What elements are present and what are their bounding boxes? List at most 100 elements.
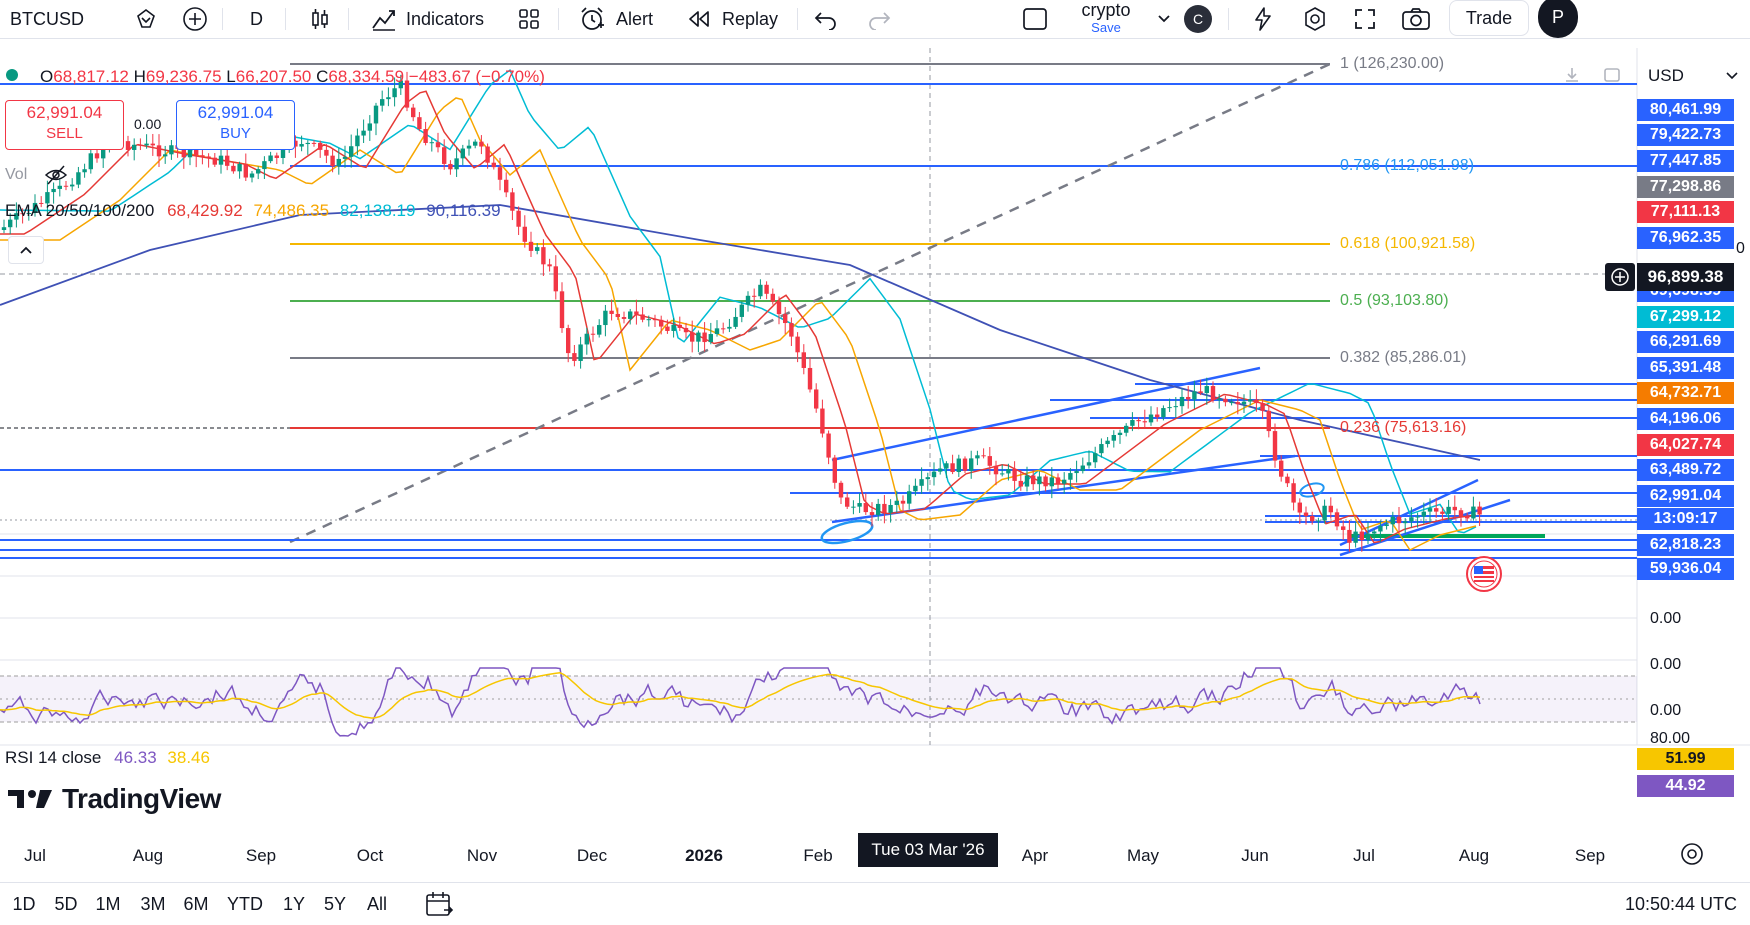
settings-gear-icon[interactable] xyxy=(1302,0,1328,38)
axis-overflow-digit: 0 xyxy=(1736,240,1745,257)
time-axis-label: Jul xyxy=(24,846,46,865)
buy-button[interactable]: 62,991.04 BUY xyxy=(176,100,295,150)
indicators-label: Indicators xyxy=(406,8,485,29)
alert-label: Alert xyxy=(616,8,654,29)
tradingview-logo: TradingView xyxy=(8,783,221,815)
add-symbol-icon[interactable] xyxy=(182,0,208,38)
rsi-axis-top: 80.00 xyxy=(1650,730,1691,747)
date-range-calendar-icon[interactable] xyxy=(424,890,454,923)
layout-checkbox-icon[interactable] xyxy=(1022,0,1048,38)
price-tag: 65,391.48 xyxy=(1637,357,1734,379)
timeframe-button[interactable]: All xyxy=(366,894,388,914)
time-axis-label: Aug xyxy=(1458,846,1490,865)
currency-select[interactable]: USD xyxy=(1640,60,1746,92)
spread-value: 0.00 xyxy=(134,116,162,132)
time-axis-label: Jun xyxy=(1241,846,1269,865)
currency-label: USD xyxy=(1648,66,1684,85)
undo-icon[interactable] xyxy=(813,0,839,38)
timeframe-button[interactable]: 1Y xyxy=(282,894,306,914)
trend-channel[interactable] xyxy=(820,366,1511,557)
rsi-ma-line xyxy=(0,672,1481,719)
time-axis-label: Oct xyxy=(356,846,384,865)
timeframe-button[interactable]: 3M xyxy=(140,894,166,914)
profile-letter: P xyxy=(1551,7,1564,27)
redo-icon[interactable] xyxy=(866,0,892,38)
utc-clock[interactable]: 10:50:44 UTC xyxy=(1624,894,1737,914)
trade-button[interactable]: Trade xyxy=(1449,0,1529,36)
ema-50-value: 74,486.35 xyxy=(253,201,330,220)
open-value: 68,817.12 xyxy=(53,67,129,86)
price-tag: 59,936.04 xyxy=(1637,558,1734,580)
hide-eye-icon[interactable] xyxy=(44,164,68,191)
ema-200-value: 90,116.39 xyxy=(426,201,501,220)
price-chart[interactable] xyxy=(0,40,1750,884)
sell-button[interactable]: 62,991.04 SELL xyxy=(5,100,124,150)
candles-icon[interactable] xyxy=(308,0,332,38)
maximize-pane-icon[interactable] xyxy=(1603,66,1621,89)
rewind-icon xyxy=(689,11,709,27)
layout-name-button[interactable]: crypto Save xyxy=(1076,0,1136,35)
change-value: −483.67 (−0.70%) xyxy=(408,67,545,86)
pane-axis-value-2: 0.00 xyxy=(1650,656,1682,673)
buy-price: 62,991.04 xyxy=(197,103,274,122)
avatar[interactable]: C xyxy=(1184,0,1212,38)
download-icon[interactable] xyxy=(1563,66,1581,89)
time-axis-label: Aug xyxy=(132,846,164,865)
timeframe-button[interactable]: 5D xyxy=(54,894,78,914)
rsi-ma-tag: 51.99 xyxy=(1637,748,1734,770)
sell-label: SELL xyxy=(46,125,83,142)
close-value: 68,334.59 xyxy=(328,67,405,86)
timeframe-button[interactable]: YTD xyxy=(227,894,263,914)
price-tag: 80,461.99 xyxy=(1637,99,1734,121)
candlesticks[interactable] xyxy=(1,71,1482,552)
time-axis-label: 2026 xyxy=(685,846,723,865)
fib-level-0236-label: 0.236 (75,613.16) xyxy=(1340,419,1467,436)
profile-button[interactable]: P xyxy=(1538,0,1578,38)
chart-settings-icon[interactable] xyxy=(1681,843,1703,865)
price-tag: 79,422.73 xyxy=(1637,124,1734,146)
layout-save-status: Save xyxy=(1091,20,1121,35)
layouts-icon[interactable] xyxy=(517,0,541,38)
rsi-label: RSI 14 close xyxy=(5,748,102,767)
rsi-tag: 44.92 xyxy=(1637,775,1734,797)
us-flag-event-icon[interactable] xyxy=(1466,556,1502,592)
collapse-legend-button[interactable] xyxy=(8,236,44,264)
fib-level-05-label: 0.5 (93,103.80) xyxy=(1340,292,1449,309)
rsi-ma-value: 38.46 xyxy=(167,748,210,767)
indicators-button[interactable]: Indicators xyxy=(370,0,484,38)
layout-menu-chevron-icon[interactable] xyxy=(1157,0,1171,38)
timeframe-button[interactable]: 1M xyxy=(95,894,121,914)
tradingview-logo-text: TradingView xyxy=(62,783,221,814)
compare-favorite-icon[interactable] xyxy=(134,0,158,38)
time-axis-label: Sep xyxy=(245,846,277,865)
replay-button[interactable]: Replay xyxy=(686,0,778,38)
timeframe-button[interactable]: 1D xyxy=(12,894,36,914)
add-price-alert-icon[interactable] xyxy=(1605,263,1635,291)
time-axis-label: Jul xyxy=(1353,846,1375,865)
tradingview-logo-icon xyxy=(8,790,52,808)
ohlc-legend: O68,817.12 H69,236.75 L66,207.50 C68,334… xyxy=(40,67,545,86)
chevron-down-icon xyxy=(1726,72,1738,80)
symbol-search[interactable]: BTCUSD xyxy=(10,0,84,38)
replay-label: Replay xyxy=(722,8,779,29)
alert-button[interactable]: Alert xyxy=(578,0,653,38)
symbol-label: BTCUSD xyxy=(10,8,85,29)
crosshair-price-label: 96,899.38 xyxy=(1637,263,1734,291)
camera-icon[interactable] xyxy=(1401,0,1431,38)
price-tag: 76,962.35 xyxy=(1637,227,1734,249)
price-tag: 64,732.71 xyxy=(1637,382,1734,404)
timeframe-button[interactable]: 6M xyxy=(183,894,209,914)
rsi-legend: RSI 14 close 46.33 38.46 xyxy=(5,748,210,768)
timeframe-button[interactable]: 5Y xyxy=(323,894,347,914)
price-tag: 64,027.74 xyxy=(1637,434,1734,456)
ema-100-value: 82,138.19 xyxy=(339,201,416,220)
low-value: 66,207.50 xyxy=(235,67,312,86)
horizontal-levels[interactable] xyxy=(0,83,1637,559)
fib-level-1-label: 1 (126,230.00) xyxy=(1340,55,1445,72)
fib-level-0382-label: 0.382 (85,286.01) xyxy=(1340,349,1467,366)
quick-search-icon[interactable] xyxy=(1250,0,1276,38)
bottom-toolbar xyxy=(0,882,1750,925)
interval-button[interactable]: D xyxy=(250,0,263,38)
fullscreen-icon[interactable] xyxy=(1353,0,1377,38)
price-tag: 77,111.13 xyxy=(1637,201,1734,223)
